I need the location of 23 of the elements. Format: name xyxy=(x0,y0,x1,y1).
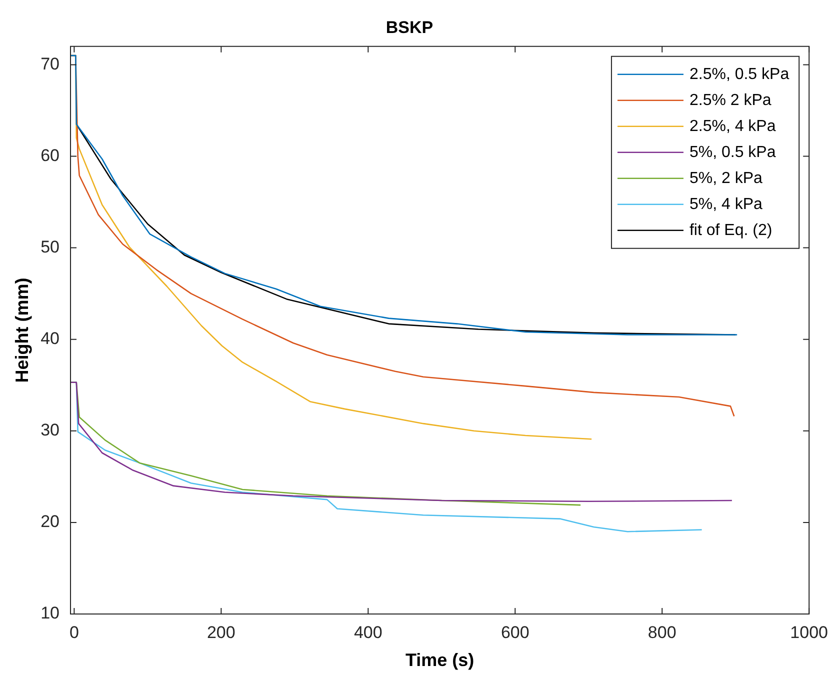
x-tick-label: 400 xyxy=(354,622,382,642)
y-tick-label: 30 xyxy=(40,420,60,440)
y-tick-label: 10 xyxy=(40,604,60,623)
legend-label: 2.5%, 0.5 kPa xyxy=(689,66,790,83)
y-tick-label: 40 xyxy=(40,329,60,348)
y-tick-label: 60 xyxy=(40,146,60,165)
legend-label: 5%, 2 kPa xyxy=(689,170,763,187)
legend-label: 2.5%, 4 kPa xyxy=(689,118,776,135)
legend-label: 5%, 4 kPa xyxy=(689,196,763,213)
y-axis-title: Height (mm) xyxy=(12,278,32,383)
x-axis-title: Time (s) xyxy=(405,650,474,670)
y-tick-label: 20 xyxy=(40,512,60,532)
x-tick-label: 200 xyxy=(206,622,236,642)
legend-label: 2.5% 2 kPa xyxy=(689,92,772,109)
x-tick-label: 600 xyxy=(500,622,530,642)
x-tick-label: 1000 xyxy=(790,622,828,642)
legend-label: 5%, 0.5 kPa xyxy=(689,144,776,161)
legend-label: fit of Eq. (2) xyxy=(689,222,772,239)
y-tick-label: 70 xyxy=(40,54,60,74)
chart-title: BSKP xyxy=(386,18,434,37)
y-tick-label: 50 xyxy=(40,237,60,256)
x-tick-label: 0 xyxy=(69,622,79,642)
x-tick-label: 800 xyxy=(648,622,676,642)
